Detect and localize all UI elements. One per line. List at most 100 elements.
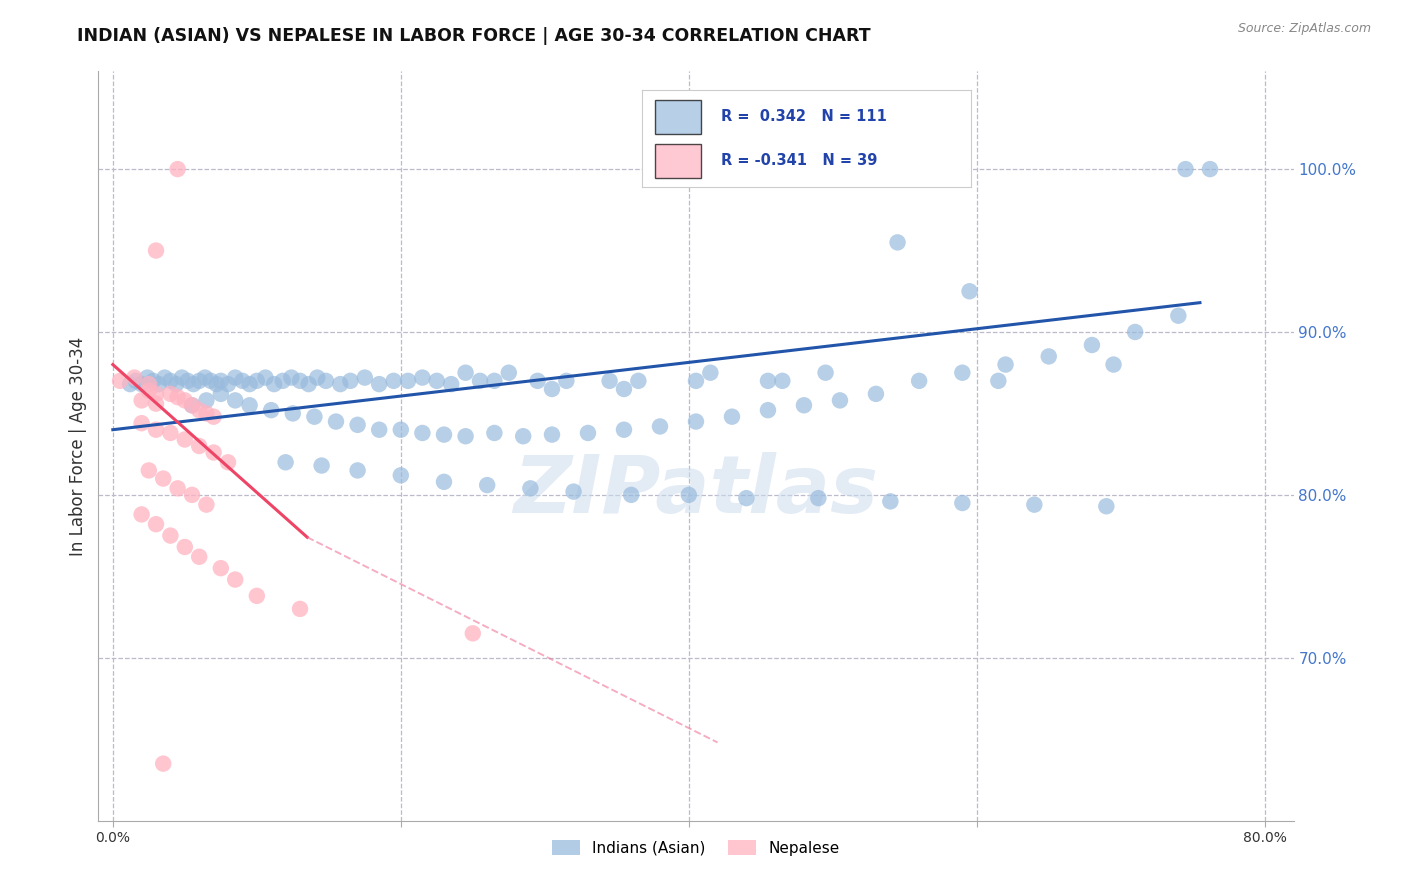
- Point: [793, 398, 815, 412]
- Point: [315, 374, 337, 388]
- Point: [576, 425, 599, 440]
- Point: [440, 377, 463, 392]
- Point: [685, 374, 707, 388]
- Point: [108, 374, 131, 388]
- Text: INDIAN (ASIAN) VS NEPALESE IN LABOR FORCE | AGE 30-34 CORRELATION CHART: INDIAN (ASIAN) VS NEPALESE IN LABOR FORC…: [77, 27, 870, 45]
- Point: [865, 387, 887, 401]
- Legend: Indians (Asian), Nepalese: Indians (Asian), Nepalese: [547, 834, 845, 862]
- Point: [173, 433, 195, 447]
- Point: [721, 409, 744, 424]
- Point: [188, 403, 211, 417]
- Point: [165, 377, 187, 392]
- Point: [555, 374, 578, 388]
- Point: [627, 374, 650, 388]
- Point: [138, 377, 160, 392]
- Point: [307, 370, 329, 384]
- Point: [433, 427, 456, 442]
- Point: [281, 406, 304, 420]
- Point: [188, 439, 211, 453]
- Point: [209, 374, 232, 388]
- Point: [166, 481, 188, 495]
- Point: [411, 425, 433, 440]
- Point: [217, 377, 239, 392]
- Point: [138, 463, 160, 477]
- Point: [120, 377, 142, 392]
- Point: [468, 374, 491, 388]
- Point: [770, 374, 793, 388]
- Point: [271, 374, 294, 388]
- Point: [620, 488, 643, 502]
- Point: [131, 393, 153, 408]
- Point: [125, 374, 148, 388]
- Point: [131, 508, 153, 522]
- Point: [145, 423, 167, 437]
- Point: [1174, 162, 1197, 177]
- Point: [145, 517, 167, 532]
- Point: [648, 419, 671, 434]
- Point: [908, 374, 931, 388]
- Point: [828, 393, 851, 408]
- Point: [454, 429, 477, 443]
- Point: [426, 374, 449, 388]
- Point: [433, 475, 456, 489]
- Point: [1038, 350, 1060, 364]
- Point: [274, 455, 297, 469]
- Y-axis label: In Labor Force | Age 30-34: In Labor Force | Age 30-34: [69, 336, 87, 556]
- Point: [735, 491, 758, 505]
- Point: [254, 370, 277, 384]
- Point: [159, 425, 181, 440]
- Point: [195, 498, 218, 512]
- Point: [807, 491, 830, 505]
- Point: [325, 415, 347, 429]
- Point: [148, 377, 170, 392]
- Point: [124, 370, 146, 384]
- Point: [987, 374, 1010, 388]
- Point: [224, 573, 246, 587]
- Point: [382, 374, 405, 388]
- Point: [195, 393, 218, 408]
- Point: [346, 417, 368, 432]
- Point: [396, 374, 419, 388]
- Point: [329, 377, 352, 392]
- Point: [138, 384, 160, 398]
- Point: [263, 377, 285, 392]
- Point: [145, 387, 167, 401]
- Point: [136, 370, 159, 384]
- Point: [613, 382, 636, 396]
- Point: [756, 374, 779, 388]
- Point: [699, 366, 721, 380]
- Point: [159, 387, 181, 401]
- Point: [173, 393, 195, 408]
- Point: [526, 374, 548, 388]
- Point: [519, 481, 541, 495]
- Point: [280, 370, 302, 384]
- Point: [217, 455, 239, 469]
- Point: [411, 370, 433, 384]
- Point: [195, 406, 218, 420]
- Point: [685, 415, 707, 429]
- Point: [1024, 498, 1046, 512]
- Point: [879, 494, 901, 508]
- Point: [1102, 358, 1125, 372]
- Point: [886, 235, 908, 250]
- Point: [205, 377, 228, 392]
- Point: [260, 403, 283, 417]
- Point: [170, 370, 193, 384]
- Point: [159, 528, 181, 542]
- Point: [176, 374, 198, 388]
- Point: [181, 488, 204, 502]
- Point: [541, 427, 564, 442]
- Point: [239, 398, 262, 412]
- Point: [562, 484, 585, 499]
- Point: [209, 561, 232, 575]
- Point: [599, 374, 621, 388]
- Point: [166, 390, 188, 404]
- Point: [1123, 325, 1146, 339]
- Point: [353, 370, 375, 384]
- Point: [188, 549, 211, 564]
- Point: [152, 756, 174, 771]
- Point: [145, 397, 167, 411]
- Point: [1095, 500, 1118, 514]
- Text: Source: ZipAtlas.com: Source: ZipAtlas.com: [1237, 22, 1371, 36]
- Point: [173, 540, 195, 554]
